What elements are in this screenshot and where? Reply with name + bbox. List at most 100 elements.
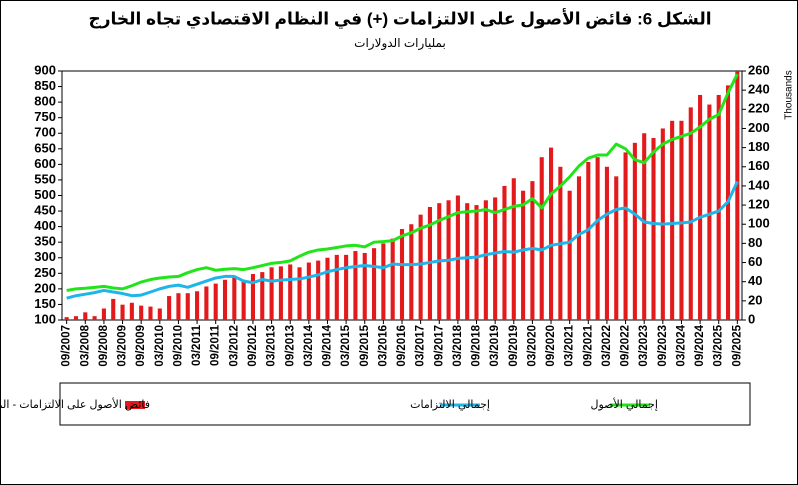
y-tick-label: 550 [34, 171, 56, 186]
bar [269, 267, 274, 320]
bar [548, 147, 554, 320]
y-tick-label: 250 [34, 265, 56, 280]
legend-label: فائض الأصول على الالتزامات - المحور الأي… [0, 397, 150, 411]
y2-tick-label: 120 [748, 197, 770, 212]
x-tick-label: 03/2011 [191, 324, 203, 366]
x-tick-label: 03/2021 [564, 324, 576, 366]
x-tick-label: 03/2023 [638, 325, 650, 367]
y-tick-label: 500 [34, 187, 56, 202]
x-tick-label: 03/2008 [79, 324, 91, 366]
bar [129, 302, 134, 320]
x-tick-label: 09/2018 [471, 324, 483, 366]
y2-tick-label: 160 [748, 158, 770, 173]
x-tick-label: 03/2018 [452, 324, 464, 366]
y2-tick-label: 180 [748, 139, 770, 154]
x-tick-label: 03/2017 [415, 325, 427, 367]
x-tick-label: 09/2019 [508, 325, 520, 367]
y-tick-label: 700 [34, 125, 56, 140]
chart-subtitle: بمليارات الدولارات [354, 36, 446, 51]
x-tick-label: 03/2025 [713, 324, 725, 366]
bar [353, 251, 358, 320]
x-tick-label: 03/2013 [266, 325, 278, 367]
bar [614, 176, 619, 320]
x-tick-label: 09/2016 [396, 325, 408, 367]
bar [288, 264, 293, 320]
bar [511, 178, 516, 320]
bar [334, 254, 339, 320]
bar [670, 120, 675, 320]
bar [139, 305, 144, 320]
x-tick-label: 09/2008 [98, 324, 110, 366]
bar [521, 190, 526, 320]
y2-tick-label: 140 [748, 177, 770, 192]
x-tick-label: 03/2019 [489, 325, 501, 367]
bar [297, 267, 302, 320]
y-tick-label: 300 [34, 249, 56, 264]
bar [241, 279, 246, 320]
x-tick-label: 03/2016 [377, 325, 389, 367]
x-tick-label: 09/2010 [172, 325, 184, 367]
x-tick-label: 03/2014 [303, 324, 315, 366]
bar [418, 214, 423, 320]
bar [316, 260, 321, 320]
legend-marker [125, 401, 145, 409]
bar [111, 298, 116, 320]
bar [185, 293, 190, 320]
x-tick-label: 09/2015 [359, 324, 371, 366]
bar [604, 166, 609, 320]
x-tick-label: 09/2023 [657, 325, 669, 367]
x-tick-label: 09/2011 [210, 324, 222, 366]
bar [707, 104, 712, 321]
legend-label: إجمالي الالتزامات [410, 399, 490, 411]
x-tick-label: 09/2007 [61, 325, 73, 367]
bar [372, 248, 377, 320]
y2-tick-label: 80 [748, 235, 762, 250]
x-tick-label: 09/2012 [247, 325, 259, 367]
bar [679, 120, 684, 320]
bar [278, 266, 283, 320]
x-tick-label: 09/2025 [731, 324, 743, 366]
bar [222, 279, 228, 320]
y-tick-label: 800 [34, 94, 56, 109]
y-tick-label: 600 [34, 156, 56, 171]
bar [232, 276, 237, 320]
bar [344, 254, 349, 320]
bar [474, 205, 479, 320]
bar [716, 94, 721, 320]
bar [362, 252, 367, 320]
bar [399, 229, 405, 320]
legend-box [59, 382, 751, 426]
bar [167, 296, 172, 320]
bar [651, 138, 656, 320]
y2-tick-label: 200 [748, 120, 770, 135]
bar [642, 133, 647, 320]
bar [195, 291, 200, 320]
x-tick-label: 03/2010 [154, 325, 166, 367]
bar [120, 304, 125, 320]
y-tick-label: 200 [34, 280, 56, 295]
x-tick-label: 09/2013 [284, 325, 296, 367]
x-tick-label: 09/2009 [135, 325, 147, 367]
x-tick-label: 09/2020 [545, 325, 557, 367]
x-tick-label: 09/2021 [582, 324, 594, 366]
y2-tick-label: 40 [748, 273, 762, 288]
x-tick-label: 03/2024 [675, 324, 687, 366]
y2-tick-label: 100 [748, 216, 770, 231]
bar [483, 200, 488, 320]
bar [92, 316, 97, 320]
y2-tick-label: 260 [748, 62, 770, 77]
y2-tick-label: 220 [748, 101, 770, 116]
bar [176, 293, 181, 320]
bar [586, 161, 591, 320]
x-tick-label: 03/2022 [601, 325, 613, 367]
y-tick-label: 150 [34, 296, 56, 311]
x-tick-label: 09/2017 [433, 325, 445, 367]
bar [73, 316, 79, 320]
bar [595, 157, 600, 320]
y-tick-label: 450 [34, 203, 56, 218]
bar [381, 243, 386, 320]
bar [157, 308, 162, 320]
bar [213, 283, 218, 320]
x-tick-label: 03/2012 [228, 325, 240, 367]
